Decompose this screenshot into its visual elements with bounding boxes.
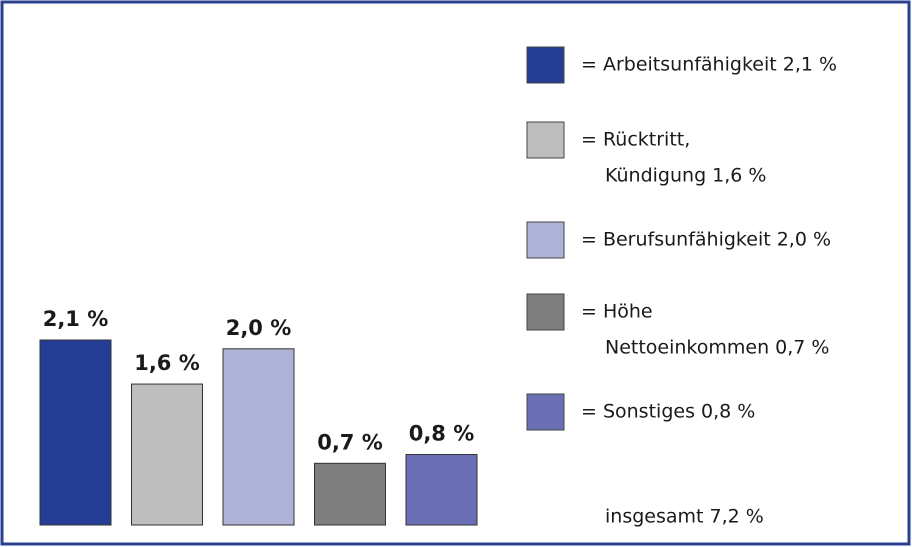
- legend-swatch: [526, 293, 565, 331]
- bar: [39, 339, 112, 526]
- legend-label: Kündigung 1,6 %: [605, 165, 767, 187]
- legend-label: = Rücktritt,: [581, 129, 690, 151]
- value-label: 0,8 %: [409, 422, 475, 446]
- legend-swatch: [526, 121, 565, 159]
- bar: [405, 454, 478, 526]
- legend-label: = Höhe: [581, 301, 653, 323]
- bar: [131, 383, 203, 526]
- bar: [314, 462, 386, 526]
- value-label: 2,1 %: [43, 307, 109, 331]
- bar: [222, 348, 295, 526]
- value-label: 1,6 %: [134, 351, 200, 375]
- legend-label: = Sonstiges 0,8 %: [581, 401, 755, 423]
- legend-label: Nettoeinkommen 0,7 %: [605, 337, 829, 359]
- legend-swatch: [526, 393, 565, 431]
- legend-swatch: [526, 46, 565, 84]
- value-label: 0,7 %: [317, 430, 383, 454]
- legend-label: = Berufsunfähigkeit 2,0 %: [581, 229, 831, 251]
- legend-label: = Arbeitsunfähigkeit 2,1 %: [581, 54, 837, 76]
- value-label: 2,0 %: [226, 316, 292, 340]
- total-label: insgesamt 7,2 %: [605, 506, 764, 528]
- legend-swatch: [526, 221, 565, 259]
